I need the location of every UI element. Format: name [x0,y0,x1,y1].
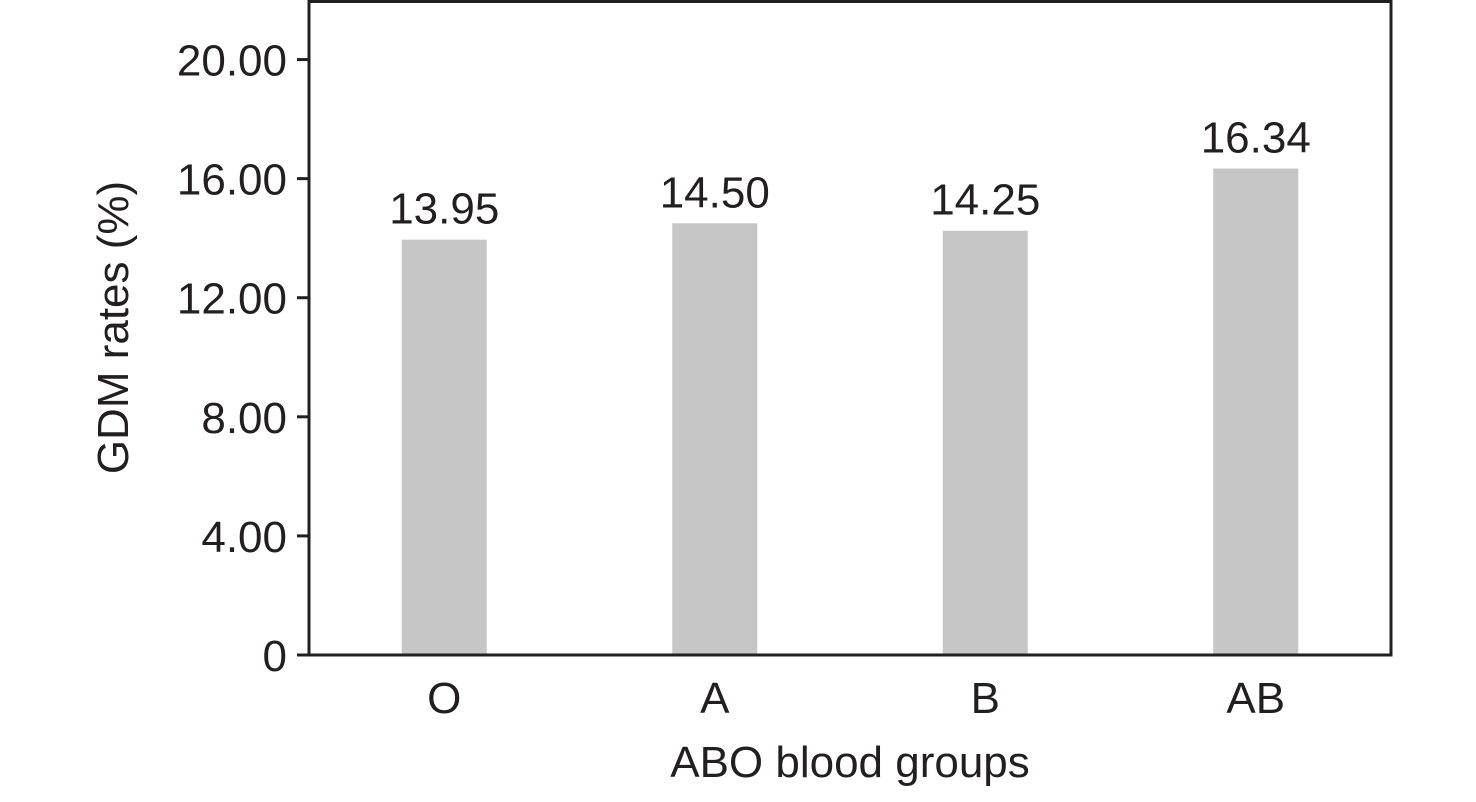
bars-layer [401,168,1299,655]
data-label-o: 13.95 [389,185,499,234]
y-tick-label: 0 [263,632,287,681]
y-axis-title: GDM rates (%) [89,181,138,474]
bar-o [401,239,487,655]
y-axis-ticks: 0 4.00 8.00 12.00 16.00 20.00 [177,37,309,681]
data-label-ab: 16.34 [1201,114,1311,163]
y-tick-label: 16.00 [177,156,287,205]
x-tick-label-a: A [700,674,730,723]
bar-ab [1213,168,1299,655]
data-label-b: 14.25 [930,176,1040,225]
data-label-a: 14.50 [660,168,770,217]
x-tick-label-ab: AB [1226,674,1285,723]
plot-frame [307,0,1393,657]
x-axis-ticks: O A B AB [427,674,1285,723]
x-axis-title: ABO blood groups [670,738,1030,787]
bar-a [672,223,758,655]
y-tick-label: 20.00 [177,37,287,86]
x-tick-label-o: O [427,674,461,723]
y-tick-label: 12.00 [177,275,287,324]
y-tick-label: 8.00 [201,394,287,443]
x-tick-label-b: B [971,674,1000,723]
bar-b [942,230,1028,655]
y-tick-label: 4.00 [201,513,287,562]
data-labels-layer: 13.95 14.50 14.25 16.34 [389,114,1311,234]
